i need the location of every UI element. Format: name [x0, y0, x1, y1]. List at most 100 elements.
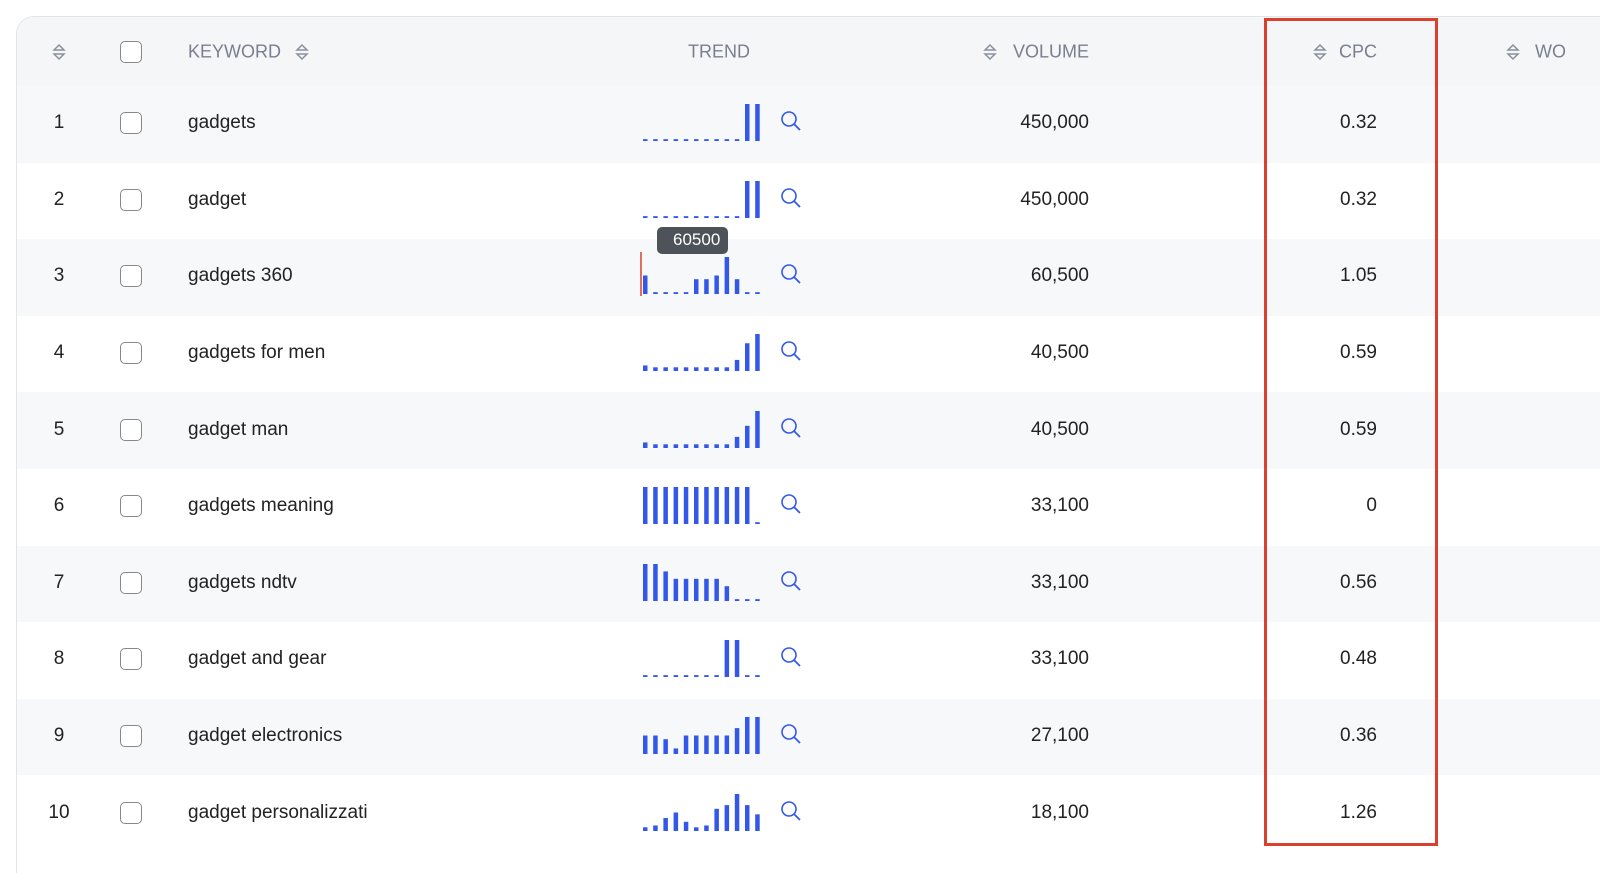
trend-bar [714, 367, 719, 372]
trend-bar [663, 292, 668, 295]
trend-sparkline [643, 410, 760, 448]
row-checkbox[interactable] [120, 342, 142, 365]
column-header[interactable]: CPC [1338, 41, 1377, 62]
trend-bar [643, 275, 648, 295]
trend-bar [714, 735, 719, 755]
row-checkbox[interactable] [120, 265, 142, 288]
cpc: 1.05 [1340, 265, 1377, 287]
trend-bar [683, 139, 689, 142]
trend-bar [663, 487, 668, 525]
row-index: 7 [53, 571, 65, 593]
sort-icon[interactable] [983, 43, 997, 61]
trend-bar [653, 487, 658, 525]
row-checkbox[interactable] [120, 112, 142, 135]
trend-bar [734, 359, 740, 372]
search-trend-icon[interactable] [780, 110, 802, 132]
column-header[interactable]: WO [1535, 41, 1566, 62]
trend-bar [745, 804, 750, 831]
trend-bar [724, 367, 730, 372]
trend-bar [755, 180, 760, 218]
sort-icon[interactable] [1313, 43, 1327, 61]
search-trend-icon[interactable] [780, 723, 802, 745]
trend-bar [653, 216, 658, 218]
search-trend-icon[interactable] [780, 493, 802, 515]
select-all-checkbox[interactable] [120, 41, 142, 63]
header-row: KEYWORD TREND VOLUME CPC WO [17, 17, 1600, 87]
column-header[interactable]: KEYWORD [188, 41, 282, 62]
column-header[interactable]: VOLUME [1012, 41, 1089, 62]
trend-bar [653, 563, 658, 601]
trend-bar [704, 367, 709, 372]
trend-bar [714, 487, 719, 525]
trend-bar [643, 139, 648, 142]
trend-bar [755, 717, 760, 755]
trend-bar [745, 104, 750, 142]
trend-bar [714, 808, 719, 831]
cpc: 0.59 [1340, 418, 1377, 440]
trend-sparkline [643, 334, 760, 372]
trend-bar [704, 578, 709, 601]
trend-bar [755, 599, 760, 601]
table-row: 5 gadget man 40,500 0.59 [17, 392, 1600, 469]
trend-bar [714, 275, 719, 295]
trend-bar [724, 640, 730, 678]
cpc: 0.59 [1340, 342, 1377, 364]
trend-bar [724, 139, 730, 142]
row-checkbox[interactable] [120, 495, 142, 518]
row-checkbox[interactable] [120, 418, 142, 441]
trend-bar [704, 735, 709, 755]
sort-icon[interactable] [1506, 43, 1520, 61]
volume: 33,100 [1030, 495, 1089, 517]
trend-bar [663, 817, 668, 831]
trend-bar [694, 139, 699, 142]
trend-bar [745, 675, 750, 678]
volume: 33,100 [1030, 571, 1089, 593]
table-row: 9 gadget electronics 27,100 0.36 [17, 698, 1600, 776]
row-checkbox[interactable] [120, 188, 142, 211]
search-handle [793, 506, 801, 514]
row-checkbox[interactable] [120, 725, 142, 748]
table-row: 4 gadgets for men 40,500 0.59 [17, 315, 1600, 393]
row-checkbox[interactable] [120, 648, 142, 671]
search-trend-icon[interactable] [780, 340, 802, 362]
trend-bar [724, 443, 730, 448]
sort-down [52, 53, 66, 61]
table-row: 8 gadget and gear 33,100 0.48 [17, 622, 1600, 699]
search-handle [793, 583, 801, 591]
trend-bar [704, 139, 709, 142]
cpc: 0.56 [1340, 571, 1377, 593]
trend-bar [653, 367, 658, 372]
search-trend-icon[interactable] [780, 646, 802, 668]
search-trend-icon[interactable] [780, 263, 802, 285]
volume: 450,000 [1020, 112, 1089, 134]
trend-bar [734, 728, 740, 755]
sort-icon[interactable] [295, 43, 309, 61]
search-trend-icon[interactable] [780, 187, 802, 209]
search-lens [781, 341, 797, 357]
trend-bar [683, 443, 689, 448]
trend-bar [663, 367, 668, 372]
search-trend-icon[interactable] [780, 570, 802, 592]
search-handle [793, 200, 801, 208]
search-handle [793, 813, 801, 821]
trend-bar [673, 443, 679, 448]
trend-bar [653, 443, 658, 448]
trend-bar [745, 343, 750, 372]
row-checkbox[interactable] [120, 571, 142, 594]
search-lens [781, 417, 797, 434]
table-row: 3 gadgets 360 60,500 1.05 [17, 239, 1600, 316]
row-index: 3 [53, 265, 65, 287]
sort-icon[interactable] [52, 43, 66, 61]
search-trend-icon[interactable] [780, 800, 802, 822]
trend-bar [745, 292, 750, 295]
search-trend-icon[interactable] [780, 417, 802, 439]
search-handle [793, 276, 801, 285]
trend-sparkline [643, 487, 760, 525]
search-handle [793, 659, 801, 668]
trend-bar [734, 279, 740, 295]
trend-bar [755, 675, 760, 678]
trend-sparkline [643, 180, 760, 218]
row-index: 4 [53, 342, 65, 364]
row-checkbox[interactable] [120, 801, 142, 824]
trend-bar [724, 735, 730, 755]
